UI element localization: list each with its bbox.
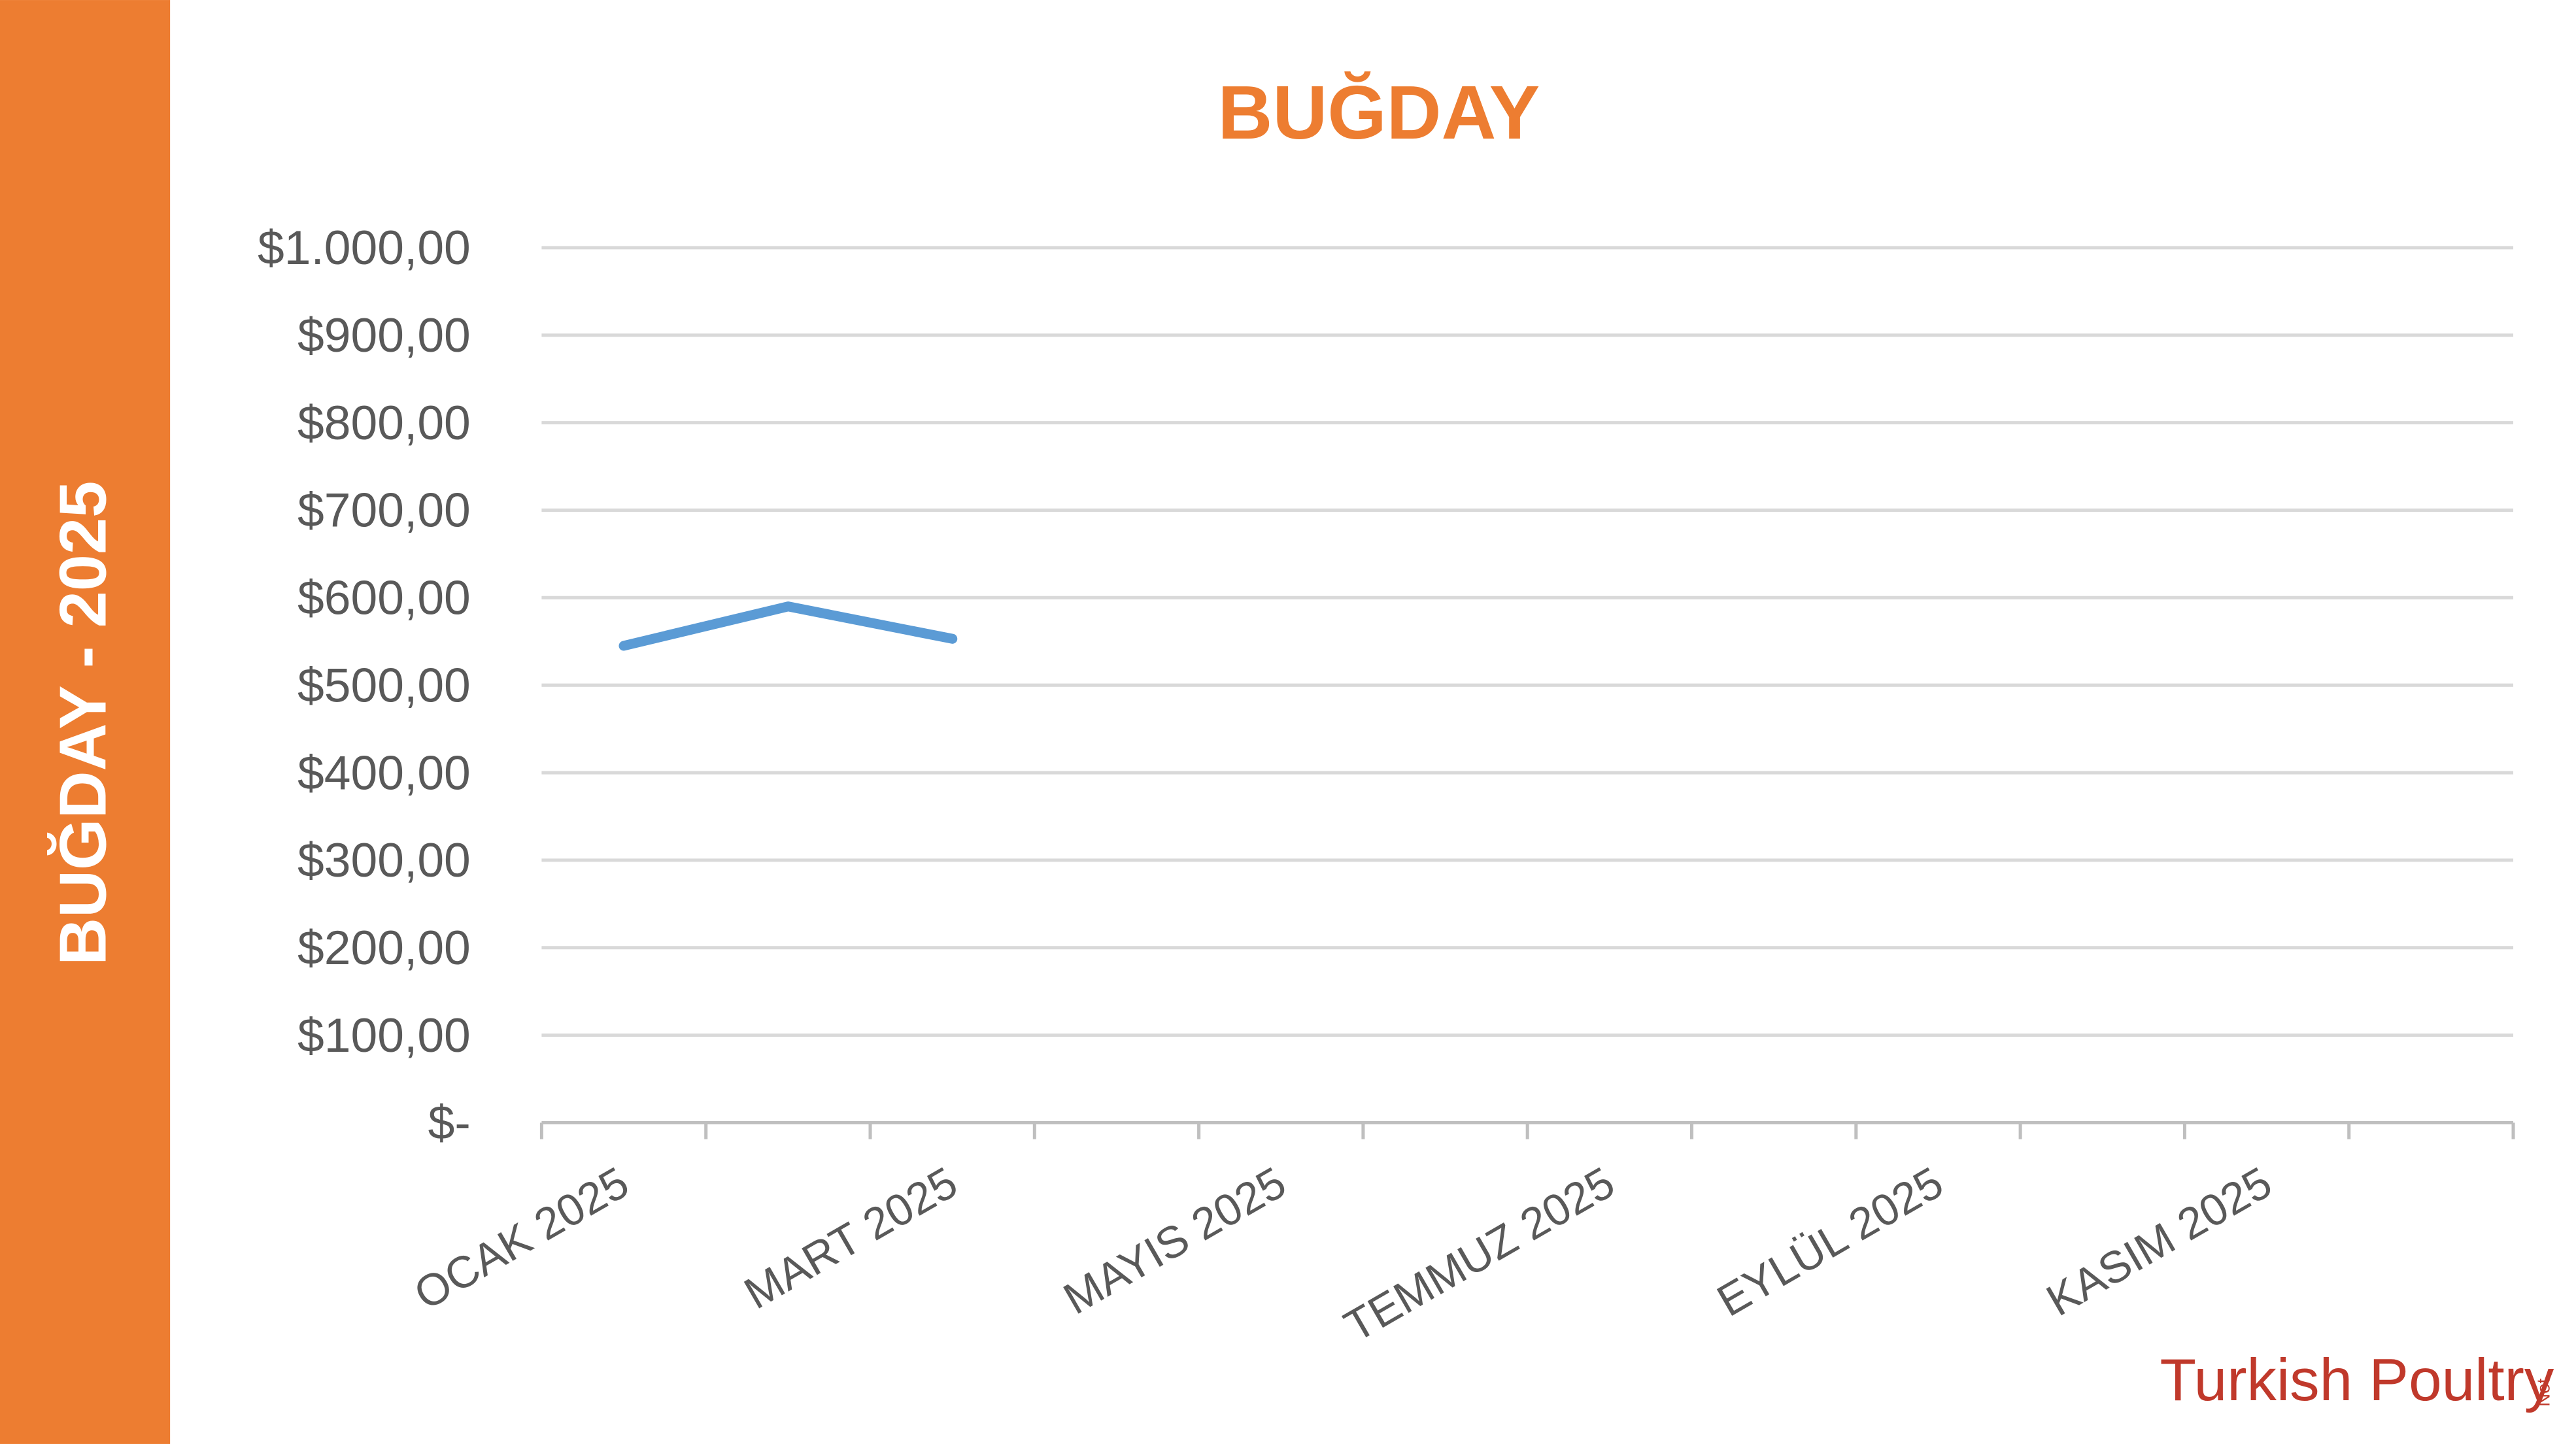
y-tick-label: $100,00 bbox=[297, 1009, 471, 1062]
logo: Turkish Poultry Net bbox=[2160, 1347, 2554, 1413]
logo-sub: Net bbox=[2534, 1378, 2554, 1406]
logo-text: Turkish Poultry bbox=[2160, 1347, 2554, 1413]
sidebar bbox=[0, 0, 171, 1444]
y-tick-label: $600,00 bbox=[297, 571, 471, 625]
y-tick-label: $- bbox=[428, 1096, 471, 1150]
sidebar-title: BUĞDAY - 2025 bbox=[47, 481, 120, 965]
y-tick-label: $200,00 bbox=[297, 921, 471, 975]
chart-title: BUĞDAY bbox=[1218, 70, 1540, 155]
y-tick-label: $800,00 bbox=[297, 396, 471, 450]
data-line bbox=[619, 601, 958, 651]
y-tick-label: $500,00 bbox=[297, 658, 471, 712]
y-tick-label: $700,00 bbox=[297, 484, 471, 537]
y-tick-label: $300,00 bbox=[297, 833, 471, 887]
y-tick-label: $400,00 bbox=[297, 746, 471, 799]
y-tick-label: $1.000,00 bbox=[258, 221, 471, 275]
y-tick-label: $900,00 bbox=[297, 309, 471, 362]
